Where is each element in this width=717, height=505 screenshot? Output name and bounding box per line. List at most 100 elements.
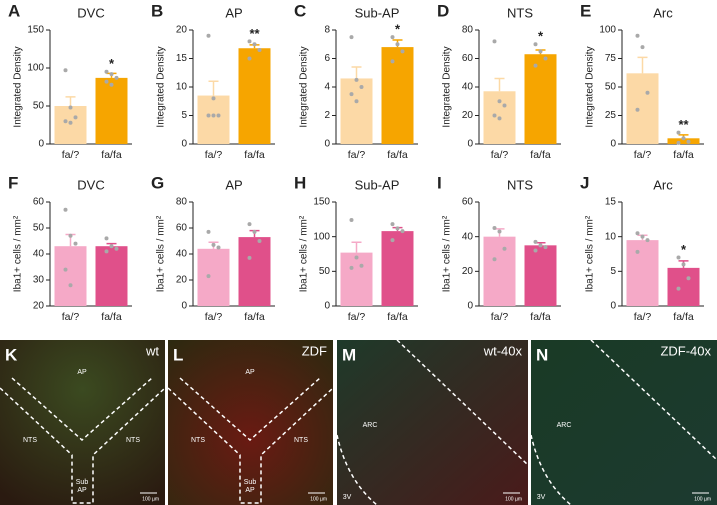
panel-letter: K [5, 345, 18, 364]
data-point [109, 244, 114, 249]
data-point [63, 267, 68, 272]
y-tick-label: 50 [33, 223, 45, 234]
data-point [676, 255, 681, 260]
data-point [492, 226, 497, 230]
data-point [354, 255, 359, 260]
outline [0, 339, 717, 505]
data-point [247, 39, 252, 44]
y-tick-label: 30 [33, 275, 45, 286]
y-tick-label: 8 [324, 25, 330, 36]
panel: H Sub-AP Iba1+ cells / mm² 0 50 100 150 fa/? fa/… [294, 173, 418, 323]
region-label: AP [245, 369, 255, 376]
significance: ** [249, 26, 260, 41]
data-point [354, 99, 359, 104]
data-point [390, 238, 395, 243]
data-point [211, 96, 216, 101]
data-point [211, 242, 216, 247]
data-point [538, 49, 543, 54]
panel: J Arc Iba1+ cells / mm² 0 5 10 15 fa/? fa/fa * [580, 173, 704, 323]
data-point [543, 245, 548, 250]
data-point [104, 236, 109, 241]
data-point [390, 35, 395, 40]
data-point [492, 257, 497, 262]
data-point [538, 243, 543, 248]
data-point [681, 136, 686, 141]
significance: * [109, 56, 115, 71]
panel: G AP Iba1+ cells / mm² 0 20 40 60 80 fa/? fa/fa [151, 173, 275, 323]
data-point [640, 234, 645, 239]
y-tick-label: 0 [467, 301, 473, 312]
bar [54, 106, 87, 144]
data-point [635, 33, 640, 38]
y-tick-label: 20 [176, 275, 188, 286]
data-point [109, 82, 114, 87]
y-axis-label: Integrated Density [442, 46, 453, 127]
y-tick-label: 60 [33, 197, 45, 208]
x-tick-label: fa/? [348, 149, 366, 161]
y-tick-label: 20 [176, 25, 188, 36]
x-tick-label: fa/? [205, 149, 223, 161]
micrograph [168, 340, 333, 505]
x-tick-label: fa/fa [101, 149, 122, 161]
y-tick-label: 5 [610, 266, 616, 277]
panel: F DVC Iba1+ cells / mm² 20 30 40 50 60 fa/? fa/fa [8, 173, 132, 323]
data-point [206, 33, 211, 38]
data-point [400, 49, 405, 54]
y-tick-label: 100 [313, 231, 330, 242]
y-tick-label: 40 [462, 231, 474, 242]
micrograph [531, 340, 717, 505]
data-point [359, 85, 364, 89]
bar [95, 77, 128, 144]
y-axis-label: Integrated Density [156, 46, 167, 127]
chart-title: AP [225, 5, 242, 20]
y-tick-label: 75 [605, 53, 617, 64]
y-tick-label: 60 [462, 197, 474, 208]
micrograph [0, 340, 165, 505]
region-label: AP [77, 487, 87, 494]
bar [381, 47, 414, 144]
y-tick-label: 20 [33, 301, 45, 312]
x-tick-label: fa/? [205, 311, 223, 323]
error-bar [65, 96, 76, 106]
bar [626, 240, 659, 306]
data-point [533, 248, 538, 253]
bar [95, 246, 128, 306]
data-point [686, 276, 691, 281]
panel: D NTS Integrated Density 0 20 40 60 80 fa/? fa/fa… [437, 1, 561, 161]
data-point [681, 262, 686, 267]
data-point [533, 42, 538, 47]
y-tick-label: 50 [33, 101, 45, 112]
region-label: AP [77, 369, 87, 376]
y-tick-label: 0 [181, 139, 187, 150]
x-tick-label: fa/? [634, 311, 652, 323]
data-point [252, 42, 257, 47]
data-point [247, 222, 252, 227]
y-axis-label: Iba1+ cells / mm² [156, 215, 167, 292]
data-point [211, 113, 216, 118]
image-label: ZDF [302, 343, 327, 358]
scale-label: 100 µm [142, 496, 159, 502]
data-point [395, 226, 400, 231]
x-tick-label: fa/fa [387, 149, 408, 161]
y-tick-label: 4 [324, 82, 330, 93]
y-tick-label: 15 [176, 53, 188, 64]
x-tick-label: fa/? [634, 149, 652, 161]
data-point [216, 245, 221, 250]
panel-letter: G [151, 173, 164, 192]
y-tick-label: 15 [605, 197, 617, 208]
y-tick-label: 50 [319, 266, 331, 277]
y-tick-label: 10 [176, 82, 188, 93]
y-tick-label: 40 [33, 249, 45, 260]
y-tick-label: 50 [605, 82, 617, 93]
data-point [497, 229, 502, 234]
data-point [533, 239, 538, 244]
chart-title: DVC [77, 177, 104, 192]
y-tick-label: 0 [467, 139, 473, 150]
data-point [109, 72, 114, 77]
y-tick-label: 20 [462, 110, 474, 121]
data-point [68, 120, 73, 125]
significance: * [395, 22, 401, 37]
y-axis-label: Iba1+ cells / mm² [299, 215, 310, 292]
y-tick-label: 60 [176, 223, 188, 234]
